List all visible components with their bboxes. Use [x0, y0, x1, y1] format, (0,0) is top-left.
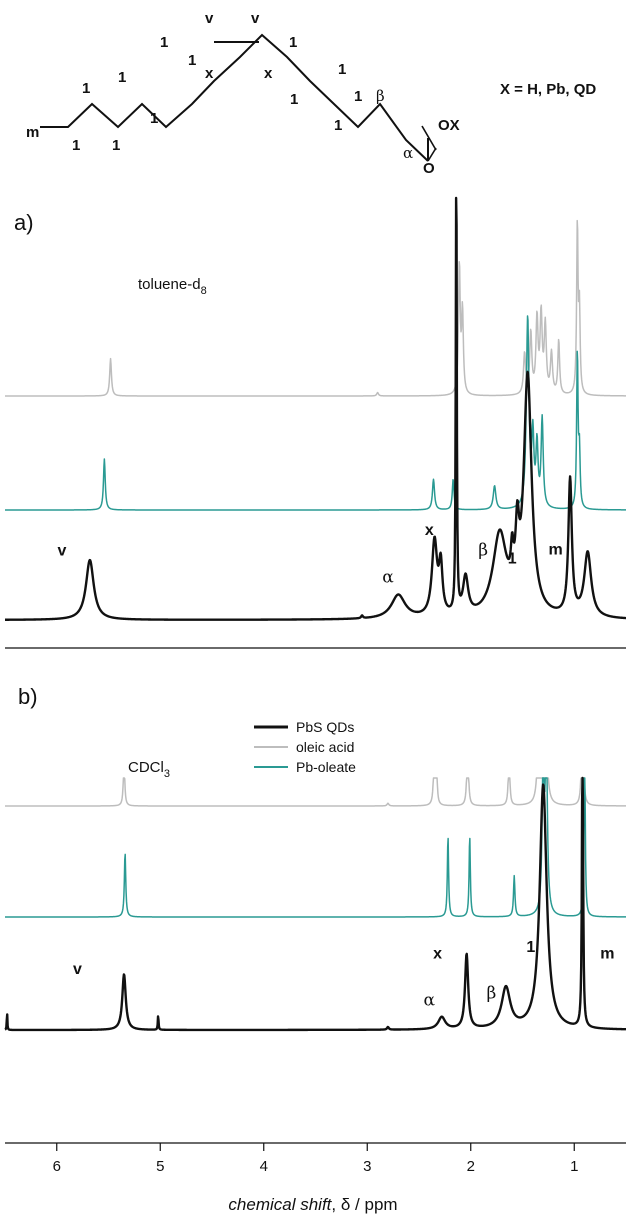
label-1: 1 — [72, 137, 80, 154]
label-1: 1 — [112, 137, 120, 154]
panel-b-letter: b) — [18, 684, 38, 709]
solvent-name: CDCl — [128, 759, 164, 776]
label-1: 1 — [118, 69, 126, 86]
peak-label: β — [478, 540, 488, 560]
spectrum-oleic-acid — [4, 219, 626, 397]
peak-label: α — [424, 991, 436, 1011]
label-1: 1 — [290, 91, 298, 108]
peak-label: m — [548, 542, 562, 559]
panel-a-letter: a) — [14, 210, 34, 235]
label-1: 1 — [82, 80, 90, 97]
solvent-subscript: 8 — [201, 285, 207, 297]
x-axis-title-italic: chemical shift — [228, 1195, 332, 1214]
panel-a-spectra — [4, 196, 626, 621]
peak-label: β — [486, 984, 496, 1004]
carbon-chain — [40, 33, 429, 162]
peak-label: 1 — [508, 551, 517, 568]
panel-a: a) toluene-d8 v α x β 1 m — [4, 196, 626, 649]
spectrum-pbs-qds — [4, 776, 626, 1032]
panel-a-solvent: toluene-d8 — [138, 276, 207, 297]
panel-b: b) CDCl3 PbS QDs oleic acid Pb-oleate v α… — [4, 684, 626, 1032]
label-1: 1 — [160, 34, 168, 51]
label-x: x — [264, 65, 273, 82]
peak-label: m — [600, 946, 614, 963]
label-1: 1 — [289, 34, 297, 51]
x-axis-title: chemical shift, δ / ppm — [228, 1195, 397, 1214]
label-alpha: α — [403, 144, 413, 162]
legend-label-pb-oleate: Pb-oleate — [296, 759, 356, 775]
x-axis: 6 5 4 3 2 1 chemical shift, δ / ppm — [5, 1142, 626, 1214]
molecule-structure: m 1 1 1 1 1 1 1 v v x x 1 1 1 1 1 β α OX… — [26, 10, 596, 177]
label-beta: β — [376, 87, 385, 105]
peak-label: x — [425, 522, 434, 539]
label-v: v — [251, 10, 260, 27]
x-axis-title-rest: , δ / ppm — [331, 1195, 397, 1214]
x-tick-label: 1 — [570, 1158, 578, 1175]
panel-b-peak-labels: v α x β 1 m — [73, 939, 614, 1011]
carbonyl-double-bond — [421, 125, 437, 151]
label-ox: OX — [438, 117, 460, 134]
x-tick-label: 3 — [363, 1158, 371, 1175]
label-1: 1 — [334, 117, 342, 134]
label-o: O — [423, 160, 435, 177]
label-1: 1 — [188, 52, 196, 69]
solvent-subscript: 3 — [164, 768, 170, 780]
legend-label-oleic-acid: oleic acid — [296, 739, 354, 755]
peak-label: v — [73, 961, 82, 978]
peak-label: α — [382, 568, 394, 588]
x-tick-label: 6 — [53, 1158, 61, 1175]
label-1: 1 — [150, 110, 158, 127]
panel-b-spectra — [4, 776, 626, 1032]
panel-a-peak-labels: v α x β 1 m — [57, 522, 562, 588]
substituent-note: X = H, Pb, QD — [500, 81, 596, 98]
label-x: x — [205, 65, 214, 82]
legend: PbS QDs oleic acid Pb-oleate — [254, 719, 356, 775]
x-axis-ticks: 6 5 4 3 2 1 — [53, 1143, 578, 1175]
x-tick-label: 4 — [260, 1158, 268, 1175]
label-v: v — [205, 10, 214, 27]
label-1: 1 — [338, 61, 346, 78]
label-m: m — [26, 124, 39, 141]
label-1: 1 — [354, 88, 362, 105]
x-tick-label: 5 — [156, 1158, 164, 1175]
peak-label: v — [57, 542, 66, 559]
solvent-name: toluene-d — [138, 276, 201, 293]
panel-b-solvent: CDCl3 — [128, 759, 170, 780]
spectrum-pb-oleate — [4, 777, 626, 918]
carbonyl-c-o — [427, 147, 437, 162]
spectrum-pbs-qds — [4, 196, 626, 621]
spectrum-oleic-acid — [4, 777, 626, 807]
legend-label-pbs-qds: PbS QDs — [296, 719, 354, 735]
x-tick-label: 2 — [467, 1158, 475, 1175]
peak-label: 1 — [526, 939, 535, 956]
peak-label: x — [433, 946, 442, 963]
